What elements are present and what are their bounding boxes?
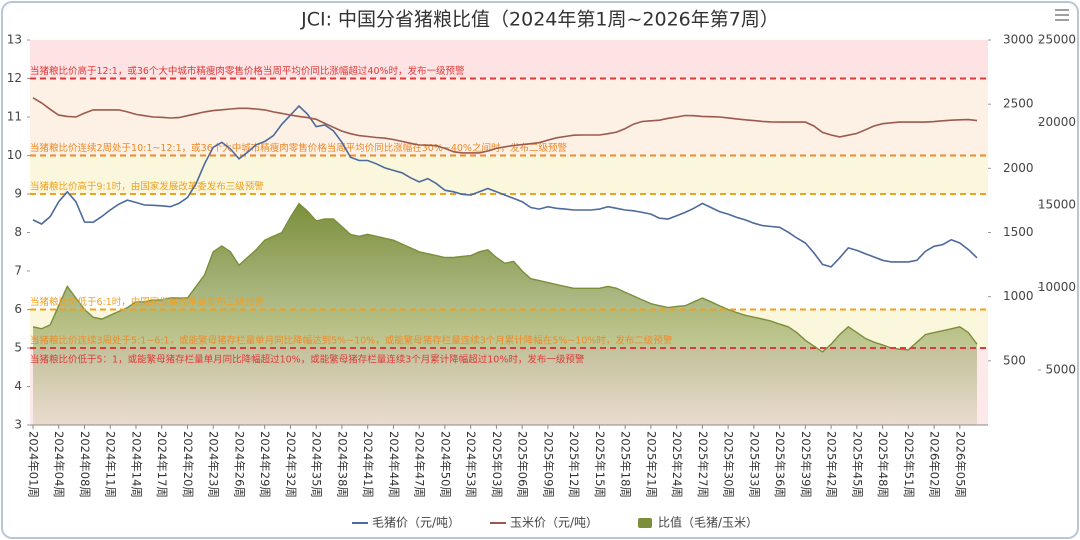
x-tick-label: 2024年35周 [310, 431, 324, 498]
y2-tick-label: 2500 [1003, 97, 1034, 111]
warning-label: 当猪粮比价连续2周处于10:1~12:1，或36个大中城市精瘦肉零售价格当周平均… [30, 142, 567, 154]
x-tick-label: 2025年18周 [619, 431, 633, 498]
warning-label: 当猪粮比价低于6:1时，由国家发展改革委发布三级预警 [30, 296, 264, 308]
y2-tick-label: 2000 [1003, 161, 1034, 175]
x-tick-label: 2025年51周 [902, 431, 916, 498]
x-tick-label: 2024年47周 [413, 431, 427, 498]
x-tick-label: 2025年39周 [799, 431, 813, 498]
menu-icon[interactable] [1055, 9, 1069, 21]
y3-tick-label: 15000 [1038, 198, 1076, 212]
x-tick-label: 2026年05周 [953, 431, 967, 498]
y3-tick-label: 5000 [1045, 363, 1076, 377]
x-tick-label: 2024年53周 [464, 431, 478, 498]
y-tick-label: 7 [14, 264, 22, 278]
x-tick-label: 2025年48周 [876, 431, 890, 498]
x-tick-label: 2025年09周 [541, 431, 555, 498]
ratio-line [32, 202, 978, 353]
y2-tick-label: 500 [1003, 353, 1026, 367]
x-tick-label: 2024年32周 [284, 431, 298, 498]
warning-label: 当猪粮比价低于5：1，或能繁母猪存栏量单月同比降幅超过10%，或能繁母猪存栏量连… [30, 354, 585, 366]
x-tick-label: 2024年44周 [387, 431, 401, 498]
x-tick-label: 2025年12周 [567, 431, 581, 498]
warning-label: 当猪粮比价高于9:1时，由国家发展改革委发布三级预警 [30, 181, 264, 193]
x-tick-label: 2024年14周 [129, 431, 143, 498]
x-tick-label: 2025年24周 [670, 431, 684, 498]
y-tick-label: 6 [14, 302, 22, 316]
x-tick-label: 2024年50周 [438, 431, 452, 498]
x-tick-label: 2024年01周 [27, 431, 41, 498]
x-tick-label: 2024年41周 [361, 431, 375, 498]
legend-label: 毛猪价（元/吨） [372, 516, 460, 530]
x-tick-label: 2025年03周 [490, 431, 504, 498]
y-tick-label: 8 [14, 225, 22, 239]
legend-label: 比值（毛猪/玉米） [658, 515, 758, 530]
price-line [32, 97, 978, 154]
chart-title: JCI: 中国分省猪粮比值（2024年第1周~2026年第7周） [300, 9, 779, 31]
y-tick-label: 9 [14, 187, 22, 201]
y-tick-label: 4 [14, 379, 22, 393]
x-tick-label: 2026年02周 [928, 431, 942, 498]
x-tick-label: 2025年33周 [747, 431, 761, 498]
y-tick-label: 11 [7, 110, 22, 124]
y3-tick-label: 10000 [1038, 280, 1076, 294]
x-tick-label: 2024年26周 [232, 431, 246, 498]
y2-tick-label: 1000 [1003, 289, 1034, 303]
warning-band [30, 40, 988, 79]
x-tick-label: 2024年11周 [104, 431, 118, 498]
y-tick-label: 10 [7, 148, 22, 162]
ratio-area [33, 203, 977, 425]
y3-tick-label: 25000 [1038, 33, 1076, 47]
legend-label: 玉米价（元/吨） [510, 516, 598, 530]
price-line [32, 104, 978, 268]
y3-tick-label: 20000 [1038, 115, 1076, 129]
x-tick-label: 2025年45周 [850, 431, 864, 498]
x-tick-label: 2024年38周 [335, 431, 349, 498]
x-tick-label: 2025年42周 [825, 431, 839, 498]
y2-tick-label: 3000 [1003, 33, 1034, 47]
warning-label: 当猪粮比价高于12:1，或36个大中城市精瘦肉零售价格当周平均价同比涨幅超过40… [30, 65, 465, 77]
x-tick-label: 2025年15周 [593, 431, 607, 498]
warning-band [30, 155, 988, 194]
warning-label: 当猪粮比价连续3周处于5:1~6:1，或能繁母猪存栏量单月同比降幅达到5%~10… [30, 335, 673, 347]
x-tick-label: 2024年23周 [207, 431, 221, 498]
x-tick-label: 2024年20周 [181, 431, 195, 498]
warning-band [30, 78, 988, 156]
y-tick-label: 12 [7, 71, 22, 85]
x-tick-label: 2025年06周 [516, 431, 530, 498]
x-tick-label: 2025年30周 [722, 431, 736, 498]
y2-tick-label: 1500 [1003, 225, 1034, 239]
x-tick-label: 2025年36周 [773, 431, 787, 498]
y-tick-label: 5 [14, 341, 22, 355]
legend-swatch [638, 518, 652, 528]
y-tick-label: 13 [7, 33, 22, 47]
x-tick-label: 2025年27周 [696, 431, 710, 498]
x-tick-label: 2024年04周 [52, 431, 66, 498]
x-tick-label: 2024年29周 [258, 431, 272, 498]
x-tick-label: 2025年21周 [644, 431, 658, 498]
y-tick-label: 3 [14, 418, 22, 432]
x-tick-label: 2024年17周 [155, 431, 169, 498]
x-tick-label: 2024年08周 [78, 431, 92, 498]
